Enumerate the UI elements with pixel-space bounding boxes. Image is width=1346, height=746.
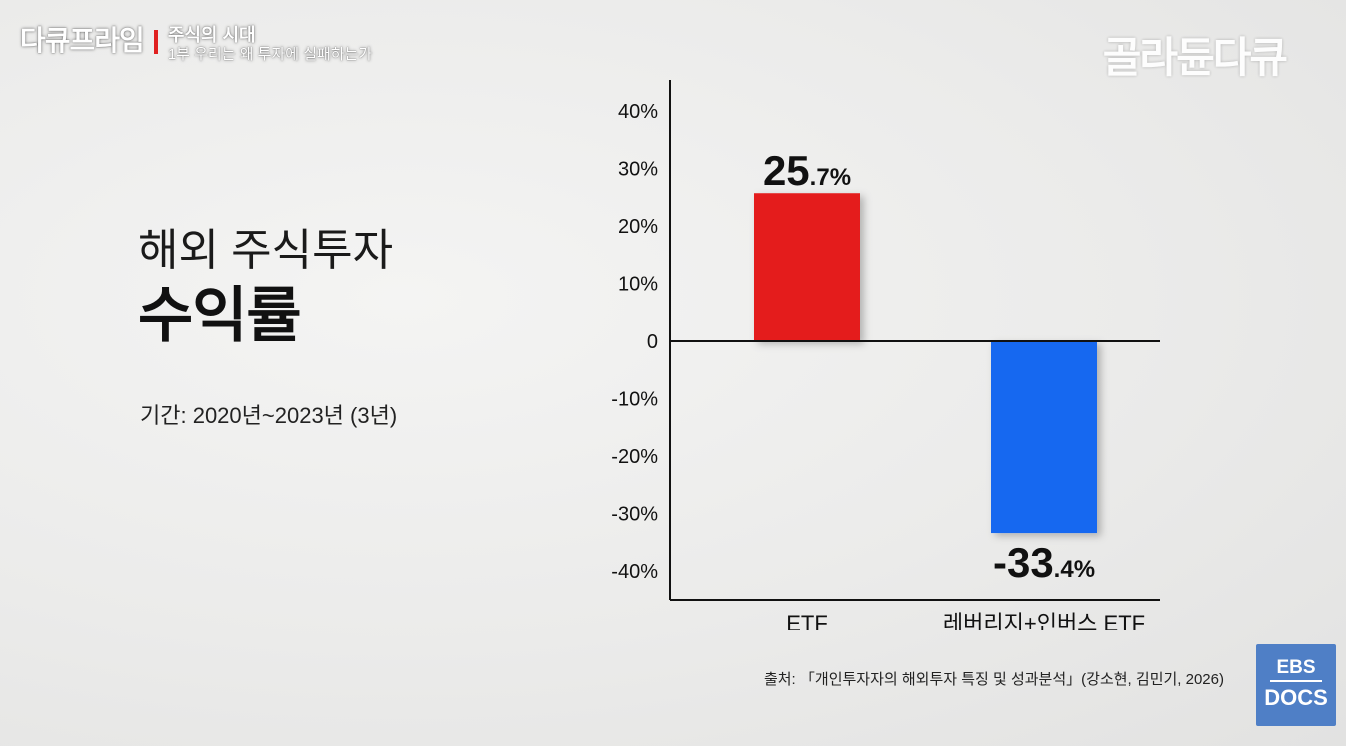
returns-bar-chart: 40% 30% 20% 10% 0 -10% -20% -30% -40% 25.7% ETF -3…	[611, 80, 1160, 630]
y-tick-label: -40%	[611, 561, 658, 583]
ebs-badge-top: EBS	[1270, 656, 1322, 682]
channel-logo: 골라듄다큐	[1102, 34, 1288, 81]
period-label: 기간: 2020년~2023년 (3년)	[140, 403, 398, 428]
brand-header: 다큐프라임 주식의 시대 1부 우리는 왜 투자에 실패하는가	[20, 24, 372, 64]
data-label: -33.4%	[993, 539, 1095, 586]
episode-info: 주식의 시대 1부 우리는 왜 투자에 실패하는가	[168, 24, 372, 64]
ebs-docs-badge: EBS DOCS	[1256, 644, 1336, 726]
x-category-label: ETF	[786, 611, 828, 630]
y-tick-label: 0	[647, 331, 658, 353]
ebs-badge-bottom: DOCS	[1264, 685, 1328, 710]
y-tick-label: -30%	[611, 504, 658, 526]
y-tick-label: 10%	[618, 274, 658, 296]
bar-etf	[754, 193, 860, 341]
data-label: 25.7%	[763, 147, 851, 194]
x-category-label: 레버리지+인버스 ETF	[943, 611, 1145, 630]
headline: 해외 주식투자 수익률	[138, 222, 393, 352]
headline-line2: 수익률	[138, 282, 302, 349]
y-tick-label: -20%	[611, 446, 658, 468]
program-name: 다큐프라임	[20, 25, 145, 56]
y-tick-label: 30%	[618, 159, 658, 181]
y-tick-label: -10%	[611, 389, 658, 411]
y-tick-label: 40%	[618, 101, 658, 123]
bar-leverage-inverse-etf	[991, 341, 1097, 534]
episode-title: 1부 우리는 왜 투자에 실패하는가	[167, 46, 373, 63]
headline-line1: 해외 주식투자	[138, 226, 394, 275]
y-tick-label: 20%	[618, 216, 658, 238]
series-title: 주식의 시대	[167, 25, 256, 45]
brand-divider	[153, 30, 158, 54]
source-citation: 출처: 「개인투자자의 해외투자 특징 및 성과분석」(강소현, 김민기, 20…	[763, 671, 1224, 688]
